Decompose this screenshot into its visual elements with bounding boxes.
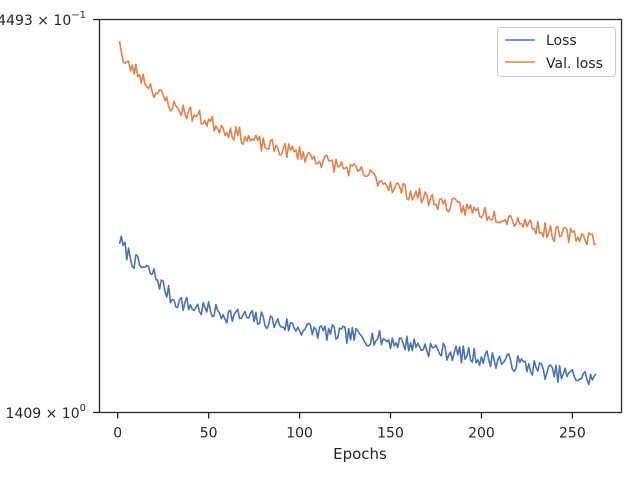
x-tick-label: 150 <box>377 426 404 442</box>
series-lines <box>118 41 597 386</box>
x-tick-label: 100 <box>286 426 313 442</box>
series-line-loss <box>118 235 597 386</box>
x-tick-label: 0 <box>113 426 122 442</box>
x-tick-label: 200 <box>468 426 495 442</box>
legend-label-val-loss: Val. loss <box>546 56 603 72</box>
legend: Loss Val. loss <box>497 27 616 77</box>
x-axis: 0 50 100 150 200 250 <box>113 412 586 442</box>
x-tick-label: 250 <box>559 426 586 442</box>
plot-frame <box>98 18 623 414</box>
y-axis: 4493 × 10−1 1409 × 100 <box>0 10 100 422</box>
legend-label-loss: Loss <box>546 33 577 49</box>
x-tick-label: 50 <box>200 426 218 442</box>
series-line-val-loss <box>118 41 597 246</box>
y-tick-label-bottom: 1409 × 100 <box>6 403 86 422</box>
x-axis-label: Epochs <box>333 445 387 463</box>
y-tick-label-top: 4493 × 10−1 <box>0 10 86 29</box>
